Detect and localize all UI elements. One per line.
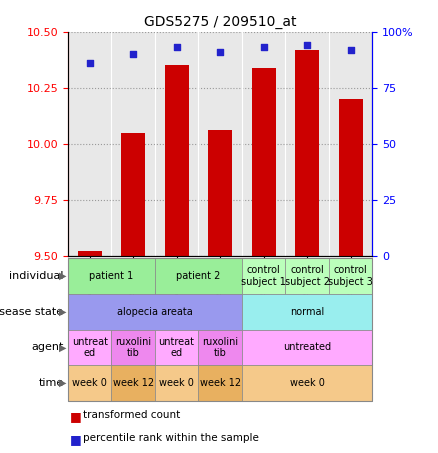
Point [86, 59, 93, 67]
Bar [295, 50, 319, 256]
Text: ▶: ▶ [59, 271, 67, 281]
Text: ▶: ▶ [59, 342, 67, 352]
Point [130, 51, 137, 58]
Bar [208, 130, 232, 256]
Title: GDS5275 / 209510_at: GDS5275 / 209510_at [144, 15, 297, 29]
Text: disease state: disease state [0, 307, 64, 317]
Point [347, 46, 354, 53]
Bar [339, 99, 363, 256]
Bar [251, 67, 276, 256]
Text: ■: ■ [70, 433, 82, 446]
Text: week 12: week 12 [200, 378, 240, 388]
Text: normal: normal [290, 307, 324, 317]
Bar [78, 251, 102, 256]
Text: ▶: ▶ [59, 307, 67, 317]
Text: alopecia areata: alopecia areata [117, 307, 193, 317]
Point [304, 42, 311, 49]
Text: untreat
ed: untreat ed [72, 337, 108, 358]
Text: week 0: week 0 [290, 378, 325, 388]
Bar [121, 133, 145, 256]
Text: control
subject 3: control subject 3 [328, 265, 373, 287]
Text: transformed count: transformed count [83, 410, 180, 420]
Text: individual: individual [9, 271, 64, 281]
Text: patient 1: patient 1 [89, 271, 134, 281]
Point [173, 44, 180, 51]
Text: ruxolini
tib: ruxolini tib [115, 337, 151, 358]
Text: agent: agent [31, 342, 64, 352]
Point [260, 44, 267, 51]
Text: ruxolini
tib: ruxolini tib [202, 337, 238, 358]
Text: patient 2: patient 2 [176, 271, 221, 281]
Text: ■: ■ [70, 410, 82, 423]
Text: week 0: week 0 [159, 378, 194, 388]
Text: control
subject 2: control subject 2 [285, 265, 329, 287]
Text: week 0: week 0 [72, 378, 107, 388]
Text: control
subject 1: control subject 1 [241, 265, 286, 287]
Text: time: time [38, 378, 64, 388]
Text: week 12: week 12 [113, 378, 154, 388]
Text: percentile rank within the sample: percentile rank within the sample [83, 433, 259, 443]
Text: untreated: untreated [283, 342, 331, 352]
Bar [165, 65, 189, 256]
Text: ▶: ▶ [59, 378, 67, 388]
Text: untreat
ed: untreat ed [159, 337, 194, 358]
Point [216, 48, 223, 56]
